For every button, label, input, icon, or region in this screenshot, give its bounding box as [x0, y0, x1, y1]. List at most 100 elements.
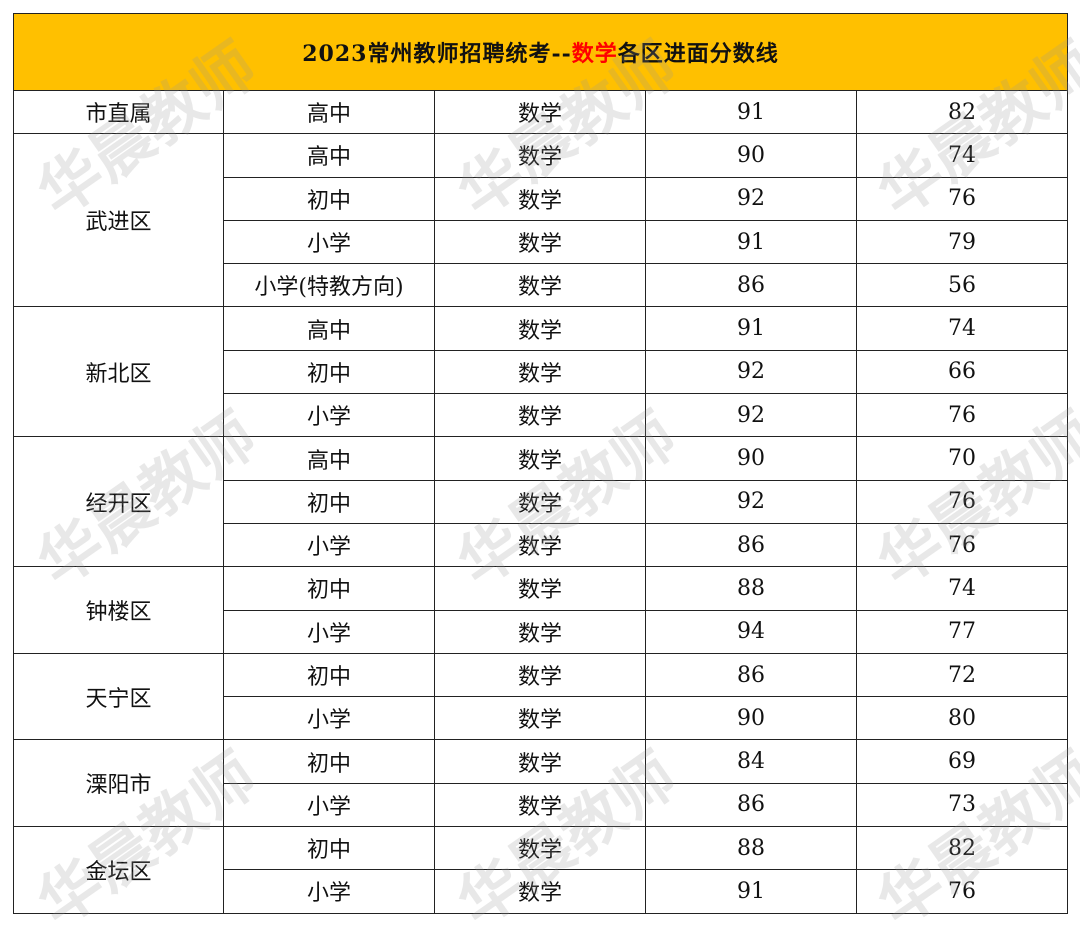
score-a-cell: 92 [645, 176, 857, 221]
table-row: 天宁区 初中 数学 86 72 [13, 652, 1069, 741]
level-cell: 小学 [223, 782, 435, 828]
title-highlight: 数学 [571, 41, 618, 67]
title-suffix: 各区进面分数线 [617, 41, 779, 67]
score-b-cell: 76 [855, 522, 1069, 568]
level-cell: 初中 [223, 349, 435, 395]
score-b-cell: 70 [855, 436, 1069, 481]
district-cell: 市直属 [13, 89, 224, 135]
title-prefix: 2023常州教师招聘统考-- [302, 41, 572, 67]
score-b-cell: 74 [855, 133, 1069, 178]
level-cell: 小学(特教方向) [223, 263, 435, 308]
score-a-cell: 91 [645, 869, 857, 914]
district-cell: 新北区 [13, 306, 224, 438]
score-a-cell: 91 [645, 219, 857, 265]
level-cell: 初中 [223, 566, 435, 611]
level-cell: 小学 [223, 393, 435, 438]
district-cell: 溧阳市 [13, 739, 224, 828]
score-sheet: 2023常州教师招聘统考--数学各区进面分数线 市直属 高中 数学 91 82 武进区 高中… [12, 13, 1069, 914]
level-cell: 初中 [223, 176, 435, 221]
score-a-cell: 90 [645, 436, 857, 481]
score-a-cell: 92 [645, 479, 857, 524]
table-row: 小学 数学 86 73 [14, 782, 1069, 828]
score-b-cell: 76 [855, 479, 1069, 524]
score-a-cell: 88 [645, 566, 857, 611]
level-cell: 初中 [223, 826, 435, 871]
score-b-cell: 76 [855, 393, 1069, 438]
score-a-cell: 86 [645, 652, 857, 698]
subject-cell: 数学 [434, 522, 646, 568]
table-row: 小学 数学 86 76 [14, 522, 1069, 568]
score-b-cell: 76 [855, 869, 1069, 914]
score-b-cell: 74 [855, 566, 1069, 611]
subject-cell: 数学 [434, 89, 646, 135]
score-a-cell: 90 [645, 133, 857, 178]
score-a-cell: 90 [645, 696, 857, 741]
district-cell: 钟楼区 [13, 566, 224, 654]
table-row: 初中 数学 92 76 [14, 479, 1069, 524]
level-cell: 小学 [223, 522, 435, 568]
district-cell: 经开区 [13, 436, 224, 568]
subject-cell: 数学 [434, 306, 646, 351]
level-cell: 高中 [223, 436, 435, 481]
score-b-cell: 77 [855, 609, 1069, 654]
score-b-cell: 66 [855, 349, 1069, 395]
score-b-cell: 74 [855, 306, 1069, 351]
subject-cell: 数学 [434, 263, 646, 308]
score-a-cell: 86 [645, 522, 857, 568]
score-b-cell: 80 [855, 696, 1069, 741]
score-a-cell: 86 [645, 263, 857, 308]
subject-cell: 数学 [434, 349, 646, 395]
subject-cell: 数学 [434, 133, 646, 178]
score-b-cell: 69 [855, 739, 1069, 784]
table-row: 钟楼区 初中 数学 88 74 [13, 566, 1069, 654]
score-b-cell: 82 [855, 89, 1069, 135]
subject-cell: 数学 [434, 826, 646, 871]
subject-cell: 数学 [434, 566, 646, 611]
table-row: 经开区 高中 数学 90 70 [13, 436, 1069, 568]
score-table-body: 2023常州教师招聘统考--数学各区进面分数线 市直属 高中 数学 91 82 武进区 高中… [12, 13, 1069, 914]
score-a-cell: 92 [645, 349, 857, 395]
subject-cell: 数学 [434, 436, 646, 481]
table-row: 小学 数学 92 76 [14, 393, 1069, 438]
level-cell: 小学 [223, 869, 435, 914]
score-b-cell: 56 [855, 263, 1069, 308]
subject-cell: 数学 [434, 219, 646, 265]
district-cell: 天宁区 [13, 652, 224, 741]
page-title: 2023常州教师招聘统考--数学各区进面分数线 [12, 13, 1069, 91]
subject-cell: 数学 [434, 652, 646, 698]
score-b-cell: 73 [855, 782, 1069, 828]
score-a-cell: 86 [645, 782, 857, 828]
table-row: 金坛区 初中 数学 88 82 [13, 826, 1069, 914]
score-b-cell: 79 [855, 219, 1069, 265]
score-a-cell: 84 [645, 739, 857, 784]
subject-cell: 数学 [434, 176, 646, 221]
table-row: 市直属 高中 数学 91 82 [13, 89, 1069, 135]
level-cell: 高中 [223, 306, 435, 351]
table-row: 小学(特教方向) 数学 86 56 [14, 263, 1069, 308]
score-a-cell: 91 [645, 306, 857, 351]
table-row: 初中 数学 92 66 [14, 349, 1069, 395]
subject-cell: 数学 [434, 869, 646, 914]
score-a-cell: 94 [645, 609, 857, 654]
level-cell: 小学 [223, 696, 435, 741]
level-cell: 初中 [223, 479, 435, 524]
score-a-cell: 88 [645, 826, 857, 871]
score-table: 2023常州教师招聘统考--数学各区进面分数线 市直属 高中 数学 91 82 武进区 高中… [12, 13, 1069, 914]
score-b-cell: 72 [855, 652, 1069, 698]
level-cell: 初中 [223, 652, 435, 698]
score-a-cell: 91 [645, 89, 857, 135]
score-b-cell: 82 [855, 826, 1069, 871]
level-cell: 小学 [223, 609, 435, 654]
subject-cell: 数学 [434, 609, 646, 654]
level-cell: 初中 [223, 739, 435, 784]
table-row: 溧阳市 初中 数学 84 69 [13, 739, 1069, 828]
district-cell: 金坛区 [13, 826, 224, 914]
subject-cell: 数学 [434, 696, 646, 741]
table-row: 武进区 高中 数学 90 74 [13, 133, 1069, 308]
table-row: 新北区 高中 数学 91 74 [13, 306, 1069, 438]
score-a-cell: 92 [645, 393, 857, 438]
level-cell: 高中 [223, 133, 435, 178]
score-b-cell: 76 [855, 176, 1069, 221]
subject-cell: 数学 [434, 782, 646, 828]
subject-cell: 数学 [434, 739, 646, 784]
